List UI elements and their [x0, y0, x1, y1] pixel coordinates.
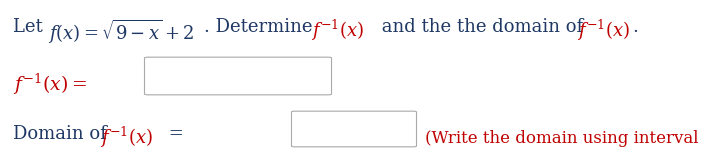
Text: .: .	[632, 18, 638, 36]
Text: $f^{-1}(x)$: $f^{-1}(x)$	[100, 125, 153, 150]
Text: and the the domain of: and the the domain of	[376, 18, 589, 36]
Text: $f^{-1}(x) =$: $f^{-1}(x) =$	[13, 72, 87, 97]
FancyBboxPatch shape	[292, 111, 416, 147]
Text: . Determine: . Determine	[204, 18, 318, 36]
FancyBboxPatch shape	[144, 57, 332, 95]
Text: =: =	[163, 125, 184, 143]
Text: $f^{-1}(x)$: $f^{-1}(x)$	[311, 18, 364, 43]
Text: $f^{-1}(x)$: $f^{-1}(x)$	[577, 18, 630, 43]
Text: Domain of: Domain of	[13, 125, 112, 143]
Text: (Write the domain using interval notation.): (Write the domain using interval notatio…	[425, 130, 701, 147]
Text: Let: Let	[13, 18, 48, 36]
Text: $f(x) = \sqrt{9-x}+2$: $f(x) = \sqrt{9-x}+2$	[48, 18, 194, 46]
